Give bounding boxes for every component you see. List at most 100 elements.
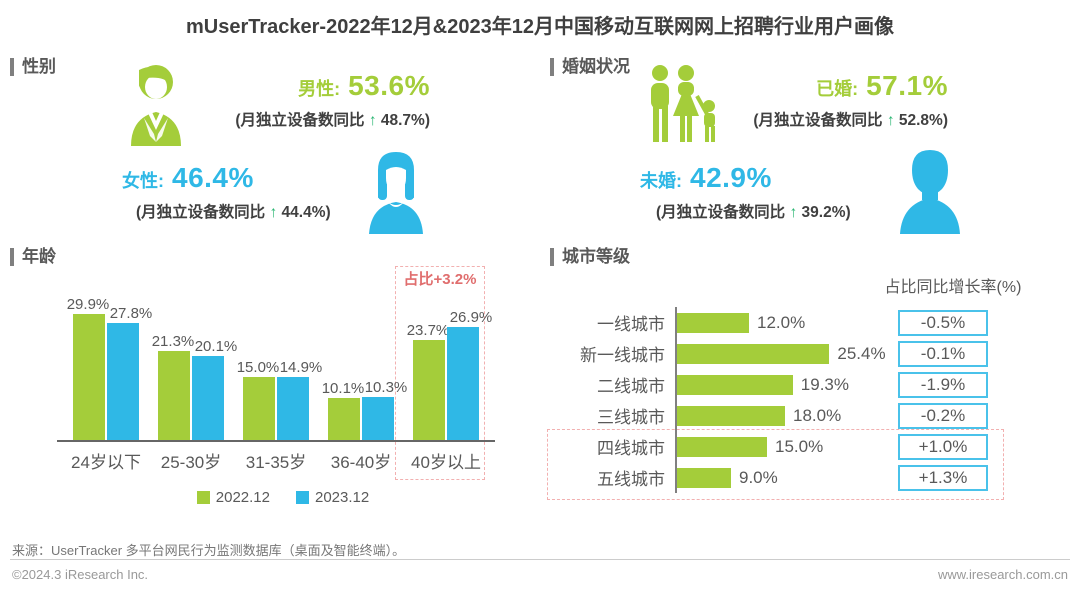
gender-section: 性别 男性: 53.6% (月独立设备数同比 ↑ 48.7%) 女性:: [0, 52, 540, 244]
age-bar-value: 23.7%: [406, 322, 450, 340]
age-bar-value: 26.9%: [449, 309, 493, 327]
city-bar-zone: 18.0%: [675, 400, 895, 431]
legend-swatch-icon: [196, 491, 210, 504]
unmarried-label: 未婚:: [640, 171, 682, 191]
city-bar-zone: 19.3%: [675, 369, 895, 400]
age-bar-value: 14.9%: [279, 359, 323, 377]
source-note: 来源：UserTracker 多平台网民行为监测数据库（桌面及智能终端）。: [12, 543, 406, 558]
male-stat: 男性: 53.6% (月独立设备数同比 ↑ 48.7%): [190, 70, 430, 130]
female-note: (月独立设备数同比 ↑ 44.4%): [136, 204, 331, 221]
city-bar-zone: 15.0%: [675, 431, 895, 462]
female-icon: [369, 152, 423, 234]
marital-section-title: 婚姻状况: [550, 58, 630, 76]
age-category-label: 40岁以上: [411, 453, 481, 472]
city-row: 新一线城市 25.4% -0.1%: [555, 338, 991, 369]
unmarried-value: 42.9%: [690, 162, 772, 193]
age-bar-value: 15.0%: [236, 359, 280, 376]
city-bar-zone: 9.0%: [675, 462, 895, 493]
age-bar-2023.12: [107, 323, 139, 440]
city-bar: [677, 467, 731, 488]
up-arrow-icon: ↑: [368, 112, 377, 129]
legend-label: 2023.12: [315, 489, 370, 506]
city-bar: [677, 436, 767, 457]
growth-rate-box: -1.9%: [898, 371, 988, 398]
city-bar: [677, 343, 830, 364]
growth-rate-box: -0.1%: [898, 340, 988, 367]
legend-item-2023.12: 2023.12: [296, 489, 369, 506]
city-bar-zone: 12.0%: [675, 307, 895, 338]
website-url: www.iresearch.com.cn: [937, 567, 1068, 582]
growth-rate-box: -0.5%: [898, 309, 988, 336]
city-bar-value: 15.0%: [775, 436, 824, 456]
footer-divider: [10, 559, 1070, 560]
city-bar: [677, 405, 785, 426]
city-bar-value: 19.3%: [800, 374, 849, 394]
age-bar-2023.12: [277, 377, 309, 440]
female-label: 女性:: [122, 171, 164, 191]
age-section-title: 年龄: [10, 248, 56, 266]
city-section: 城市等级 占比同比增长率(%) 一线城市 12.0% -0.5% 新一线城市 25.4%…: [540, 245, 1080, 525]
age-bar-2022.12: [328, 397, 360, 440]
marital-section: 婚姻状况 已婚: 57.1% (月独立设备数同比 ↑: [540, 52, 1080, 244]
city-row: 一线城市 12.0% -0.5%: [555, 307, 991, 338]
city-tier-label: 二线城市: [597, 377, 665, 396]
age-bar-2023.12: [192, 355, 224, 440]
up-arrow-icon: ↑: [269, 204, 278, 221]
age-bar-value: 21.3%: [151, 332, 195, 350]
age-bar-chart: 占比+3.2% 29.9% 27.8% 21.3% 20.1% 15.0% 14.9% 10…: [57, 266, 503, 480]
city-tier-label: 新一线城市: [580, 346, 665, 365]
up-arrow-icon: ↑: [789, 204, 798, 221]
age-category-label: 36-40岁: [330, 453, 392, 472]
city-bar-value: 25.4%: [837, 343, 886, 363]
legend-item-2022.12: 2022.12: [196, 489, 270, 506]
male-value: 53.6%: [348, 70, 430, 101]
city-bar-value: 9.0%: [739, 467, 778, 487]
male-note: (月独立设备数同比 ↑ 48.7%): [235, 112, 430, 129]
unmarried-note: (月独立设备数同比 ↑ 39.2%): [656, 204, 851, 221]
age-bar-2022.12: [73, 314, 105, 440]
male-icon: [131, 65, 181, 146]
age-bar-value: 29.9%: [66, 296, 110, 314]
age-section: 年龄 占比+3.2% 29.9% 27.8% 21.3% 20.1% 15.0% 14.9…: [0, 245, 540, 525]
age-legend: 2022.12 2023.12: [63, 489, 503, 506]
up-arrow-icon: ↑: [886, 112, 895, 129]
page-title: mUserTracker-2022年12月&2023年12月中国移动互联网网上招…: [185, 16, 894, 38]
city-row: 二线城市 19.3% -1.9%: [555, 369, 991, 400]
male-label: 男性:: [298, 79, 341, 99]
age-bar-value: 10.1%: [321, 379, 365, 397]
age-bar-2022.12: [243, 377, 275, 440]
age-category-label: 24岁以下: [71, 453, 141, 472]
copyright-text: ©2024.3 iResearch Inc.: [12, 567, 149, 582]
city-row: 五线城市 9.0% +1.3%: [555, 462, 991, 493]
city-tier-label: 四线城市: [597, 439, 665, 458]
age-bar-2022.12: [413, 340, 445, 440]
city-bar-value: 12.0%: [757, 312, 806, 332]
age-bar-value: 10.3%: [364, 378, 408, 396]
married-note: (月独立设备数同比 ↑ 52.8%): [753, 112, 948, 129]
city-tier-label: 三线城市: [597, 408, 665, 427]
gender-section-title: 性别: [10, 58, 56, 76]
city-bar-value: 18.0%: [793, 405, 842, 425]
age-annotation: 占比+3.2%: [403, 271, 477, 288]
growth-rate-header: 占比同比增长率(%): [884, 279, 1022, 296]
city-bar-chart: 一线城市 12.0% -0.5% 新一线城市 25.4% -0.1% 二线城市 19.3% -1…: [547, 307, 1004, 500]
married-stat: 已婚: 57.1% (月独立设备数同比 ↑ 52.8%): [658, 70, 948, 130]
family-icon: [651, 65, 715, 142]
city-tier-label: 五线城市: [597, 470, 665, 489]
growth-rate-box: +1.0%: [898, 433, 988, 460]
person-icon: [900, 150, 960, 234]
age-highlight-box: 占比+3.2%: [395, 266, 485, 480]
city-bar: [677, 312, 749, 333]
female-stat: 女性: 46.4% (月独立设备数同比 ↑ 44.4%): [122, 162, 372, 222]
age-x-axis: [57, 440, 495, 442]
age-bar-2022.12: [158, 350, 190, 440]
city-bar: [677, 374, 793, 395]
legend-label: 2022.12: [215, 489, 270, 506]
city-row: 三线城市 18.0% -0.2%: [555, 400, 991, 431]
married-label: 已婚:: [816, 79, 859, 99]
city-row: 四线城市 15.0% +1.0%: [555, 431, 991, 462]
age-category-label: 25-30岁: [160, 453, 222, 472]
growth-rate-box: +1.3%: [898, 464, 988, 491]
female-value: 46.4%: [172, 162, 254, 193]
